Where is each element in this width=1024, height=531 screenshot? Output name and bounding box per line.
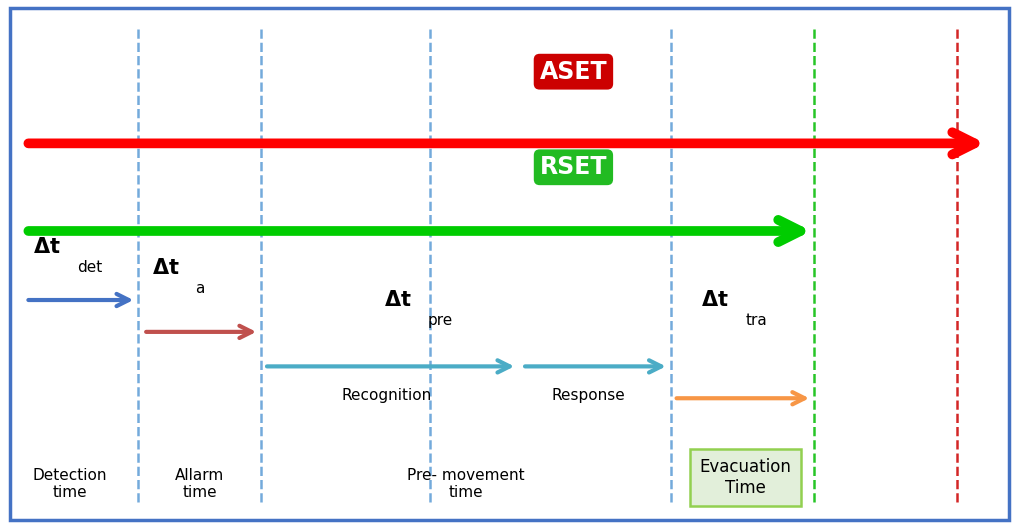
Text: Evacuation
Time: Evacuation Time (699, 458, 792, 498)
Text: det: det (77, 260, 102, 275)
Text: tra: tra (745, 313, 767, 328)
Text: Allarm
time: Allarm time (175, 468, 224, 501)
Text: RSET: RSET (540, 155, 607, 179)
Text: Detection
time: Detection time (33, 468, 106, 501)
Text: $\mathbf{\Delta t}$: $\mathbf{\Delta t}$ (152, 258, 179, 278)
Text: Pre- movement
time: Pre- movement time (408, 468, 524, 501)
Text: pre: pre (428, 313, 454, 328)
Text: Response: Response (552, 388, 626, 403)
Text: $\mathbf{\Delta t}$: $\mathbf{\Delta t}$ (384, 290, 412, 310)
Text: Recognition: Recognition (342, 388, 432, 403)
Text: ASET: ASET (540, 59, 607, 84)
Text: $\mathbf{\Delta t}$: $\mathbf{\Delta t}$ (33, 237, 60, 257)
Text: a: a (196, 281, 205, 296)
Text: $\mathbf{\Delta t}$: $\mathbf{\Delta t}$ (701, 290, 729, 310)
